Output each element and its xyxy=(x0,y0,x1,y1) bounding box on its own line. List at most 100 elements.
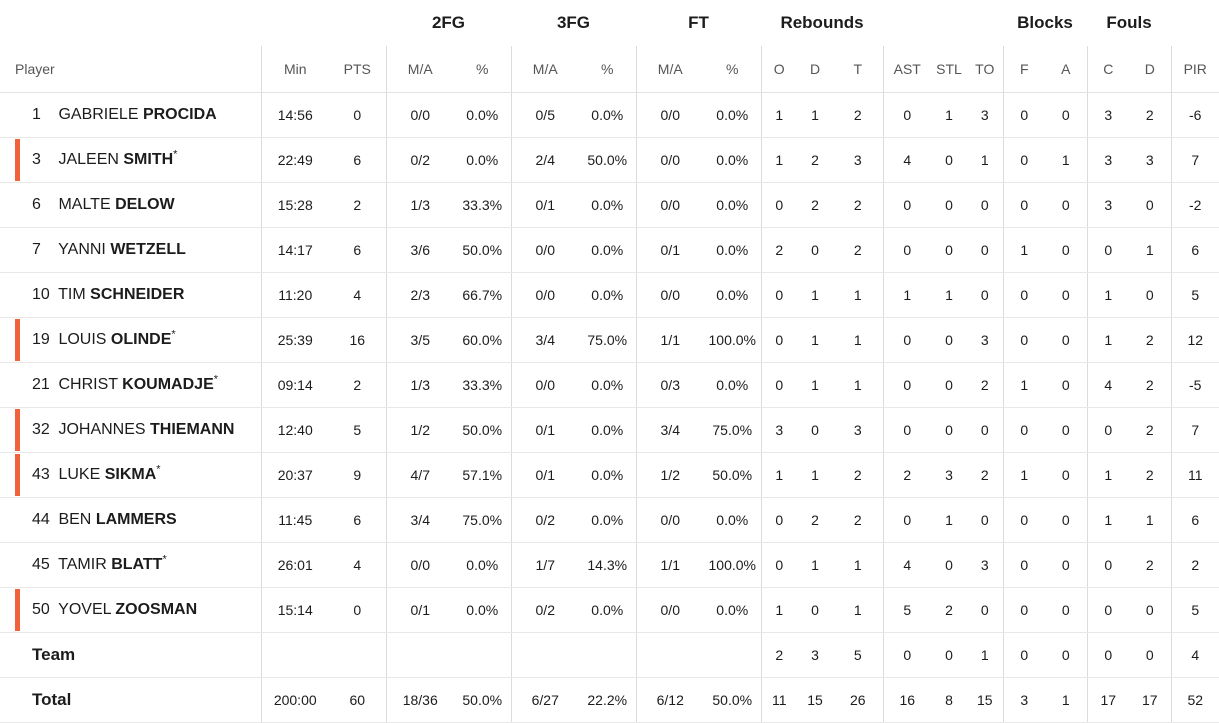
reb-d-cell: 0 xyxy=(797,227,833,273)
player-last-name[interactable]: SMITH xyxy=(123,151,174,168)
player-first-name[interactable]: GABRIELE xyxy=(58,106,139,123)
pts-cell: 6 xyxy=(329,497,387,543)
col-reb-d[interactable]: D xyxy=(797,46,833,93)
player-first-name[interactable]: JOHANNES xyxy=(58,421,146,438)
fg2-ma-cell: 1/3 xyxy=(386,182,454,228)
fg2-pct-cell: 57.1% xyxy=(454,452,512,498)
col-player[interactable]: Player xyxy=(0,46,262,93)
team-row-label: Team xyxy=(0,632,262,678)
ft-ma-cell xyxy=(636,632,704,678)
col-ast[interactable]: AST xyxy=(883,46,931,93)
player-star-marker: * xyxy=(171,328,176,341)
to-cell: 1 xyxy=(967,632,1004,678)
player-first-name[interactable]: LOUIS xyxy=(58,331,107,348)
player-first-name[interactable]: JALEEN xyxy=(58,151,119,168)
player-last-name[interactable]: WETZELL xyxy=(110,241,186,258)
player-row: 10 TIM SCHNEIDER 11:20 4 2/3 66.7% 0/0 0.0% 0/0… xyxy=(0,272,1219,318)
foul-d-cell: 2 xyxy=(1129,92,1172,138)
col-ft-ma[interactable]: M/A xyxy=(636,46,704,93)
col-to[interactable]: TO xyxy=(967,46,1004,93)
total-row: Total 200:00 60 18/36 50.0% 6/27 22.2% 6/12 50.0… xyxy=(0,677,1219,723)
fg3-pct-cell: 0.0% xyxy=(579,272,637,318)
player-first-name[interactable]: LUKE xyxy=(58,466,101,483)
foul-d-cell: 0 xyxy=(1129,632,1172,678)
player-first-name[interactable]: YOVEL xyxy=(58,601,111,618)
stl-cell: 0 xyxy=(931,227,967,273)
player-row: 45 TAMIR BLATT* 26:01 4 0/0 0.0% 1/7 14.3% 1/1 1… xyxy=(0,542,1219,588)
player-number: 7 xyxy=(32,241,41,258)
player-last-name[interactable]: BLATT xyxy=(111,556,163,573)
min-cell: 15:14 xyxy=(261,587,329,633)
col-foul-d[interactable]: D xyxy=(1129,46,1172,93)
player-last-name[interactable]: SCHNEIDER xyxy=(90,286,185,303)
fg2-pct-cell: 60.0% xyxy=(454,317,512,363)
reb-o-cell: 1 xyxy=(761,587,797,633)
ft-pct-cell: 0.0% xyxy=(704,272,762,318)
fg3-pct-cell: 50.0% xyxy=(579,137,637,183)
player-row: 1 GABRIELE PROCIDA 14:56 0 0/0 0.0% 0/5 0.0% 0/… xyxy=(0,92,1219,138)
player-first-name[interactable]: BEN xyxy=(58,511,92,528)
pts-cell: 16 xyxy=(329,317,387,363)
to-cell: 1 xyxy=(967,137,1004,183)
player-first-name[interactable]: MALTE xyxy=(58,196,111,213)
fg2-ma-cell: 1/3 xyxy=(386,362,454,408)
col-pir[interactable]: PIR xyxy=(1171,46,1219,93)
min-cell xyxy=(261,632,329,678)
player-last-name[interactable]: PROCIDA xyxy=(142,106,217,123)
player-last-name[interactable]: SIKMA xyxy=(104,466,157,483)
starter-indicator xyxy=(15,454,20,496)
fg2-ma-cell: 0/0 xyxy=(386,92,454,138)
player-first-name[interactable]: YANNI xyxy=(58,241,106,258)
col-reb-t[interactable]: T xyxy=(833,46,884,93)
pts-cell: 0 xyxy=(329,587,387,633)
col-blk-f[interactable]: F xyxy=(1003,46,1045,93)
col-3fg-ma[interactable]: M/A xyxy=(511,46,579,93)
player-star-marker: * xyxy=(173,148,178,161)
reb-t-cell: 2 xyxy=(833,227,884,273)
col-reb-o[interactable]: O xyxy=(761,46,797,93)
blk-a-cell: 0 xyxy=(1045,632,1088,678)
fg2-pct-cell: 75.0% xyxy=(454,497,512,543)
fg3-ma-cell: 0/2 xyxy=(511,587,579,633)
min-cell: 26:01 xyxy=(261,542,329,588)
pts-cell: 6 xyxy=(329,227,387,273)
stl-cell: 0 xyxy=(931,137,967,183)
player-last-name[interactable]: DELOW xyxy=(115,196,175,213)
player-last-name[interactable]: ZOOSMAN xyxy=(115,601,198,618)
pts-cell: 9 xyxy=(329,452,387,498)
player-last-name[interactable]: KOUMADJE xyxy=(122,376,214,393)
foul-d-cell: 1 xyxy=(1129,497,1172,543)
reb-o-cell: 0 xyxy=(761,272,797,318)
blk-f-cell: 0 xyxy=(1003,632,1045,678)
player-last-name[interactable]: LAMMERS xyxy=(95,511,177,528)
reb-d-cell: 1 xyxy=(797,317,833,363)
reb-t-cell: 3 xyxy=(833,407,884,453)
fg3-pct-cell: 0.0% xyxy=(579,407,637,453)
player-first-name[interactable]: CHRIST xyxy=(58,376,118,393)
col-blk-a[interactable]: A xyxy=(1045,46,1088,93)
group-header-row: 2FG 3FG FT Rebounds Blocks Fouls xyxy=(0,0,1219,46)
pir-cell: -6 xyxy=(1171,92,1219,138)
player-last-name[interactable]: THIEMANN xyxy=(150,421,235,438)
col-pts[interactable]: PTS xyxy=(329,46,387,93)
fg2-ma-cell: 4/7 xyxy=(386,452,454,498)
fg2-pct-cell: 50.0% xyxy=(454,227,512,273)
fg2-pct-cell: 33.3% xyxy=(454,362,512,408)
ft-ma-cell: 0/0 xyxy=(636,182,704,228)
col-stl[interactable]: STL xyxy=(931,46,967,93)
blk-a-cell: 0 xyxy=(1045,542,1088,588)
pir-cell: 5 xyxy=(1171,587,1219,633)
col-2fg-pct[interactable]: % xyxy=(454,46,512,93)
group-empty xyxy=(883,0,1003,46)
player-first-name[interactable]: TAMIR xyxy=(58,556,107,573)
reb-t-cell: 26 xyxy=(833,677,884,723)
col-ft-pct[interactable]: % xyxy=(704,46,762,93)
col-3fg-pct[interactable]: % xyxy=(579,46,637,93)
col-foul-c[interactable]: C xyxy=(1087,46,1129,93)
col-min[interactable]: Min xyxy=(261,46,329,93)
to-cell: 3 xyxy=(967,317,1004,363)
fg3-pct-cell: 14.3% xyxy=(579,542,637,588)
player-first-name[interactable]: TIM xyxy=(58,286,86,303)
player-last-name[interactable]: OLINDE xyxy=(110,331,172,348)
col-2fg-ma[interactable]: M/A xyxy=(386,46,454,93)
